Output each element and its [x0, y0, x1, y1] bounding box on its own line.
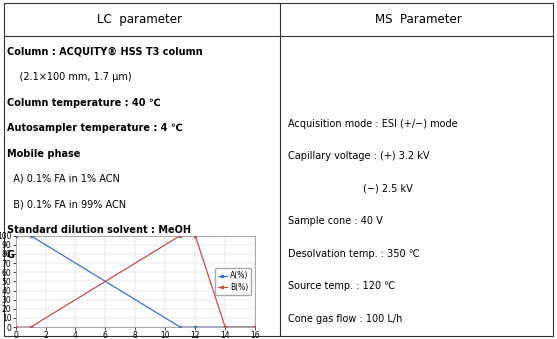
A(%) — [27, 234, 34, 238]
B(%) — [177, 234, 184, 238]
Text: (2.1×100 mm, 1.7 μm): (2.1×100 mm, 1.7 μm) — [7, 72, 132, 82]
Text: MS  Parameter: MS Parameter — [375, 13, 462, 26]
Text: (−) 2.5 kV: (−) 2.5 kV — [288, 184, 413, 194]
A(%) — [177, 325, 184, 329]
B(%) — [27, 325, 34, 329]
Text: Sample cone : 40 V: Sample cone : 40 V — [288, 216, 383, 226]
Text: B) 0.1% FA in 99% ACN: B) 0.1% FA in 99% ACN — [7, 199, 126, 210]
Text: A) 0.1% FA in 1% ACN: A) 0.1% FA in 1% ACN — [7, 174, 120, 184]
Line: B(%): B(%) — [14, 234, 256, 328]
A(%) — [12, 234, 19, 238]
Line: A(%): A(%) — [14, 234, 256, 328]
B(%) — [252, 325, 258, 329]
Text: Standard dilution solvent : MeOH: Standard dilution solvent : MeOH — [7, 225, 191, 235]
B(%) — [222, 325, 228, 329]
B(%) — [192, 234, 199, 238]
Text: Cone gas flow : 100 L/h: Cone gas flow : 100 L/h — [288, 314, 402, 324]
Text: Gradient condition: Gradient condition — [7, 250, 110, 260]
Text: Autosampler temperature : 4 ℃: Autosampler temperature : 4 ℃ — [7, 123, 183, 133]
A(%) — [252, 325, 258, 329]
Text: Capillary voltage : (+) 3.2 kV: Capillary voltage : (+) 3.2 kV — [288, 151, 429, 161]
B(%) — [12, 325, 19, 329]
A(%) — [192, 325, 199, 329]
Text: Column temperature : 40 ℃: Column temperature : 40 ℃ — [7, 98, 161, 108]
Text: Column : ACQUITY® HSS T3 column: Column : ACQUITY® HSS T3 column — [7, 47, 203, 57]
Text: Acquisition mode : ESI (+/−) mode: Acquisition mode : ESI (+/−) mode — [288, 119, 458, 129]
A(%) — [222, 325, 228, 329]
Text: Source temp. : 120 ℃: Source temp. : 120 ℃ — [288, 281, 395, 292]
Text: Mobile phase: Mobile phase — [7, 148, 81, 159]
Text: Desolvation temp. : 350 ℃: Desolvation temp. : 350 ℃ — [288, 249, 420, 259]
Legend: A(%), B(%): A(%), B(%) — [214, 268, 251, 295]
Text: LC  parameter: LC parameter — [97, 13, 182, 26]
